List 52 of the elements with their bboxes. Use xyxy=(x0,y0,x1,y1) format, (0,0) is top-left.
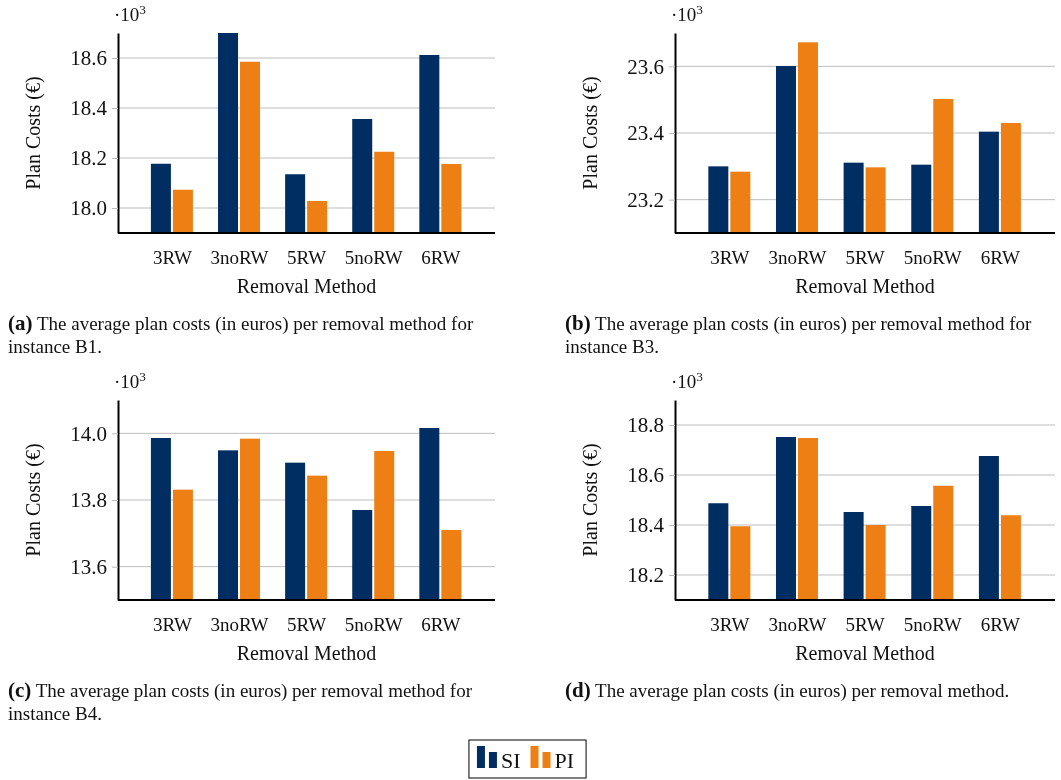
x-tick-label: 3RW xyxy=(710,247,750,269)
x-tick-label: 3RW xyxy=(152,247,192,269)
x-tick-label: 3noRW xyxy=(768,614,827,636)
y-tick-label: 18.8 xyxy=(627,413,664,438)
text: (c) The average plan costs (in euros) per removal method for instance B4. xyxy=(8,678,473,724)
y-tick-label: 13.6 xyxy=(70,554,107,579)
y-tick-label: 13.8 xyxy=(70,488,107,513)
x-tick-label: 3noRW xyxy=(210,614,269,636)
x-tick-label: 3RW xyxy=(710,614,750,636)
x-tick-label: 5RW xyxy=(845,247,885,269)
legend-label: SI xyxy=(500,748,521,773)
legend-label: PI xyxy=(554,748,575,773)
y-tick-label: 18.6 xyxy=(70,46,107,71)
y-axis-title: Plan Costs (€) xyxy=(579,443,602,557)
x-axis-title: Removal Method xyxy=(236,275,377,297)
x-tick-label: 5noRW xyxy=(344,247,403,269)
text: (d) The average plan costs (in euros) per removal method. xyxy=(565,678,1010,702)
y-tick-label: 18.6 xyxy=(627,463,664,488)
x-axis-title: Removal Method xyxy=(795,275,935,297)
x-tick-label: 5RW xyxy=(845,614,885,636)
x-tick-label: 5noRW xyxy=(903,614,962,636)
y-tick-label: 18.2 xyxy=(70,146,107,171)
y-tick-label: 18.0 xyxy=(70,196,107,221)
x-tick-label: 5noRW xyxy=(903,247,962,269)
text: (a) The average plan costs (in euros) per removal method for instance B1. xyxy=(8,311,474,357)
x-axis-title: Removal Method xyxy=(795,642,935,664)
x-tick-label: 5RW xyxy=(287,614,327,636)
x-tick-label: 6RW xyxy=(980,247,1020,269)
y-tick-label: 14.0 xyxy=(70,421,107,446)
x-tick-label: 6RW xyxy=(421,247,461,269)
x-tick-label: 5RW xyxy=(287,247,327,269)
y-axis-title: Plan Costs (€) xyxy=(22,443,45,557)
text: ·10$^{3}$ xyxy=(671,368,704,392)
x-tick-label: 6RW xyxy=(421,614,461,636)
x-axis-title: Removal Method xyxy=(236,642,377,664)
y-tick-label: 18.4 xyxy=(627,513,665,538)
y-tick-label: 23.4 xyxy=(627,121,665,146)
y-axis-title: Plan Costs (€) xyxy=(22,76,45,190)
text: ·10$^{3}$ xyxy=(114,1,147,25)
y-tick-label: 18.2 xyxy=(627,563,664,588)
text: ·10$^{3}$ xyxy=(671,1,704,25)
y-tick-label: 23.6 xyxy=(627,54,664,79)
x-tick-label: 6RW xyxy=(980,614,1020,636)
x-tick-label: 3noRW xyxy=(768,247,827,269)
text: ·10$^{3}$ xyxy=(114,368,147,392)
y-axis-title: Plan Costs (€) xyxy=(579,76,602,190)
y-tick-label: 18.4 xyxy=(70,96,108,121)
x-tick-label: 3noRW xyxy=(210,247,269,269)
text: (b) The average plan costs (in euros) per removal method for instance B3. xyxy=(565,311,1033,357)
x-tick-label: 3RW xyxy=(152,614,192,636)
y-tick-label: 23.2 xyxy=(627,187,664,212)
x-tick-label: 5noRW xyxy=(344,614,403,636)
